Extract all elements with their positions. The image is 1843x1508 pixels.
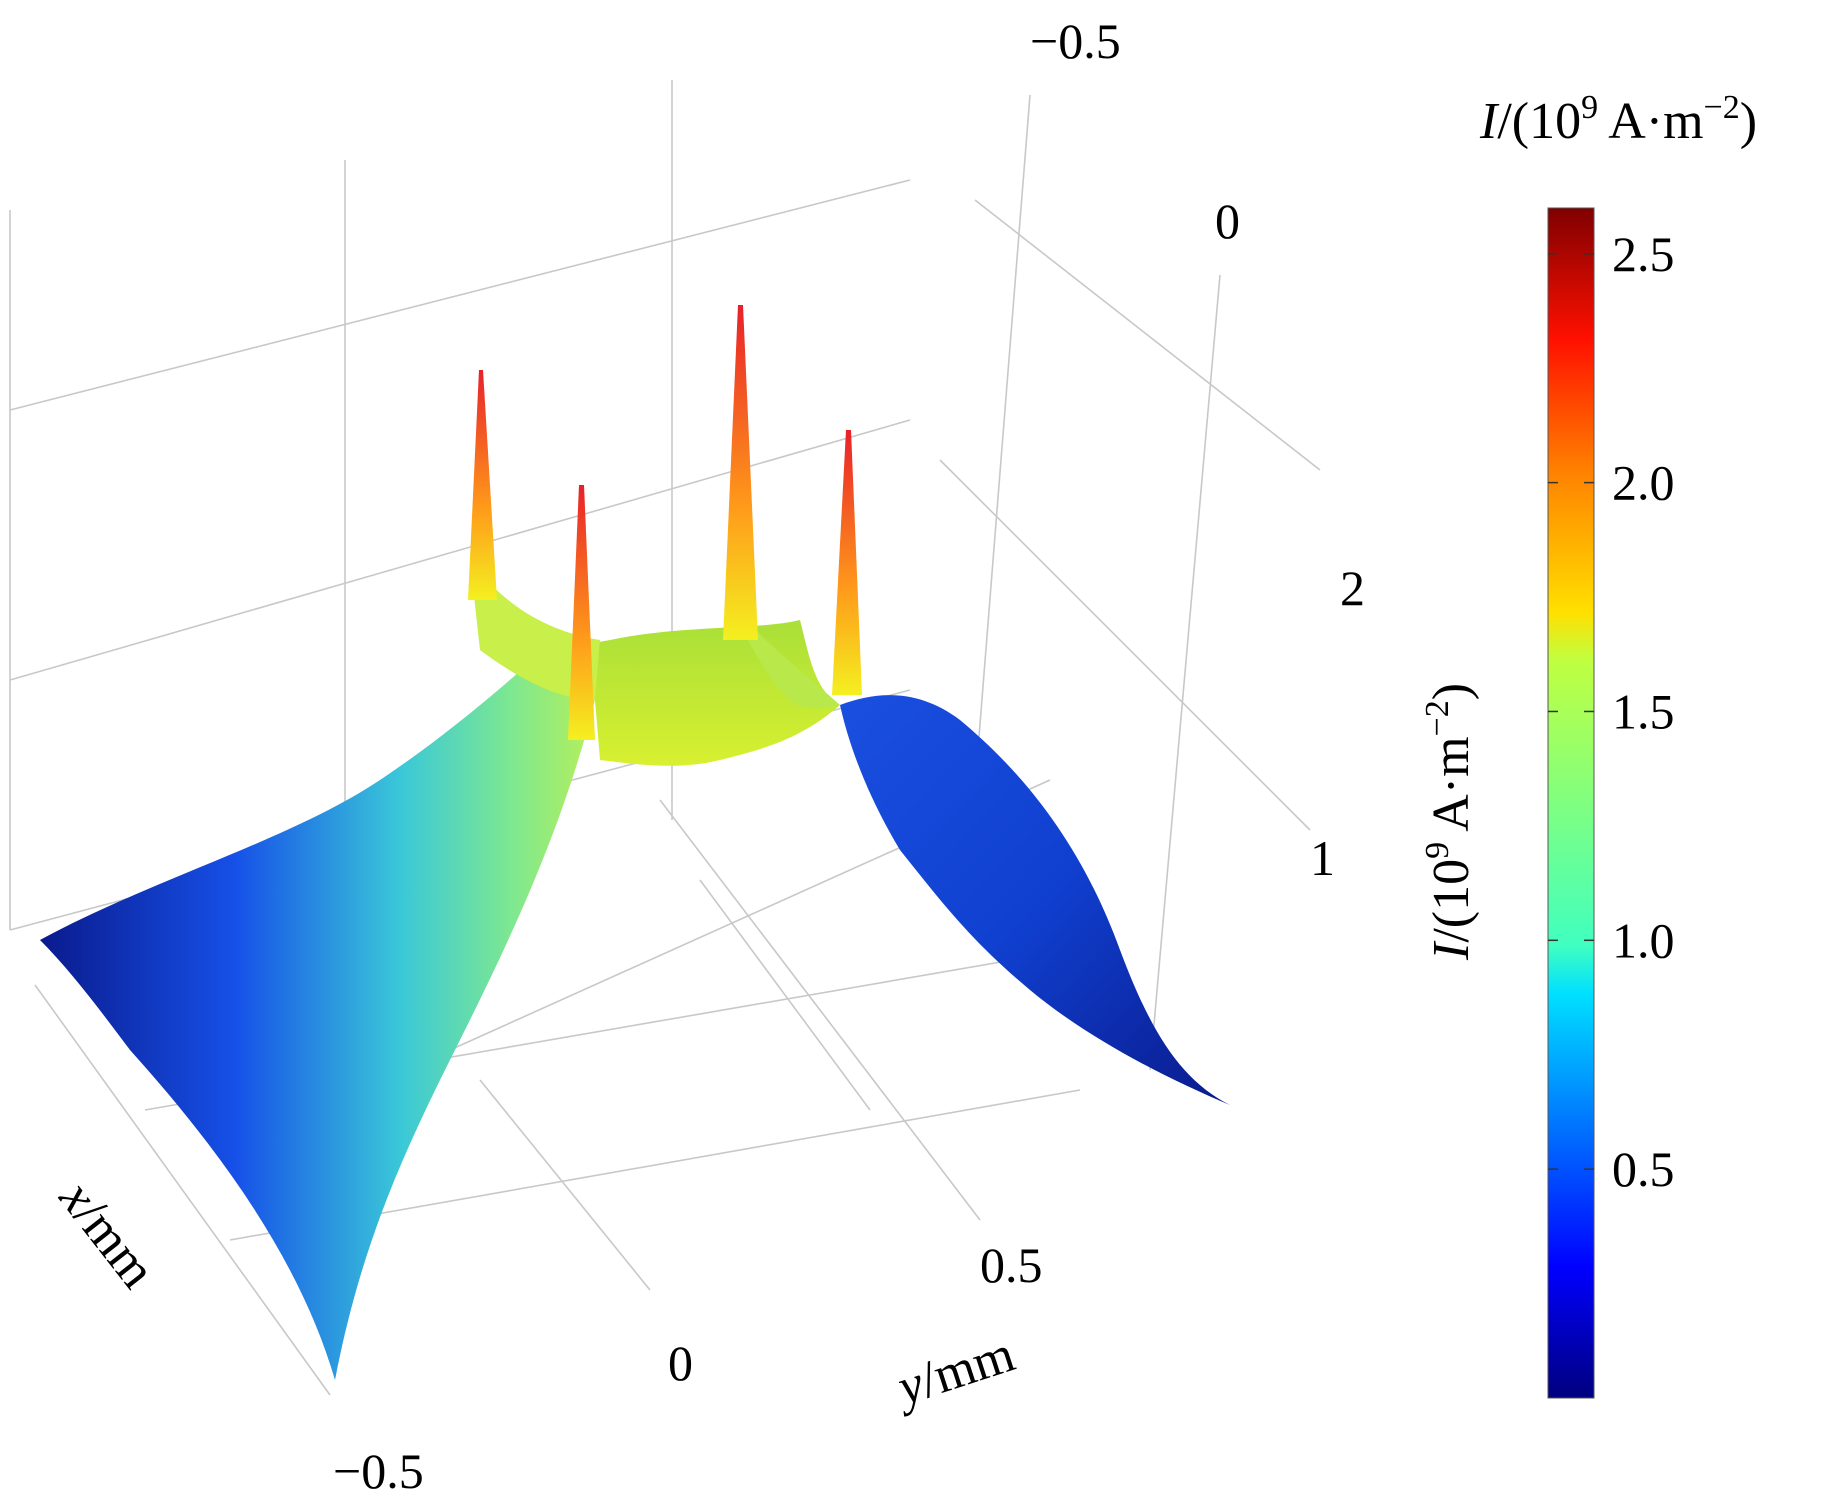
- z-tick-2: 2: [1340, 560, 1365, 616]
- colorbar-tick-label: 0.5: [1612, 1141, 1675, 1197]
- colorbar-tick-label: 2.0: [1612, 455, 1675, 511]
- svg-text:I/(109 A·m−2): I/(109 A·m−2): [1419, 683, 1480, 961]
- y-tick-0: 0: [668, 1335, 693, 1391]
- surface-right-shoulder: [730, 600, 840, 709]
- surface-spikes: [468, 305, 862, 740]
- surface-right-wing: [840, 695, 1230, 1105]
- y-tick-0p5: 0.5: [980, 1237, 1043, 1293]
- y-tick-top: −0.5: [1030, 13, 1121, 69]
- surface-left-wing: [40, 640, 595, 1380]
- colorbar-tick-label: 2.5: [1612, 226, 1675, 282]
- spike-2: [568, 485, 595, 740]
- y-axis-label: y/mm: [886, 1326, 1021, 1418]
- colorbar-title: I/(109 A·m−2): [1479, 89, 1757, 150]
- x-axis-label: x/mm: [48, 1170, 166, 1299]
- spike-4: [832, 430, 862, 695]
- colorbar: I/(109 A·m−2) 0.5 1.0 1.5 2.0 2.5: [1479, 89, 1757, 1399]
- z-tick-1: 1: [1310, 830, 1335, 886]
- spike-3: [723, 305, 758, 640]
- z-axis-label: I/(109 A·m−2): [1419, 683, 1480, 961]
- spike-1: [468, 370, 497, 600]
- colorbar-ticks: 0.5 1.0 1.5 2.0 2.5: [1548, 226, 1675, 1197]
- colorbar-tick-label: 1.0: [1612, 912, 1675, 968]
- axis-ticks: −0.5 0 2 1 0 0.5 −0.5: [333, 13, 1365, 1499]
- surface: [40, 560, 1230, 1380]
- surface-left-shoulder: [470, 560, 600, 700]
- colorbar-tick-label: 1.5: [1612, 683, 1675, 739]
- z-tick-0: 0: [1215, 193, 1240, 249]
- colorbar-bar: [1547, 207, 1595, 1399]
- svg-text:y/mm: y/mm: [886, 1326, 1021, 1418]
- x-tick-neg0p5: −0.5: [333, 1443, 424, 1499]
- svg-text:x/mm: x/mm: [48, 1170, 166, 1299]
